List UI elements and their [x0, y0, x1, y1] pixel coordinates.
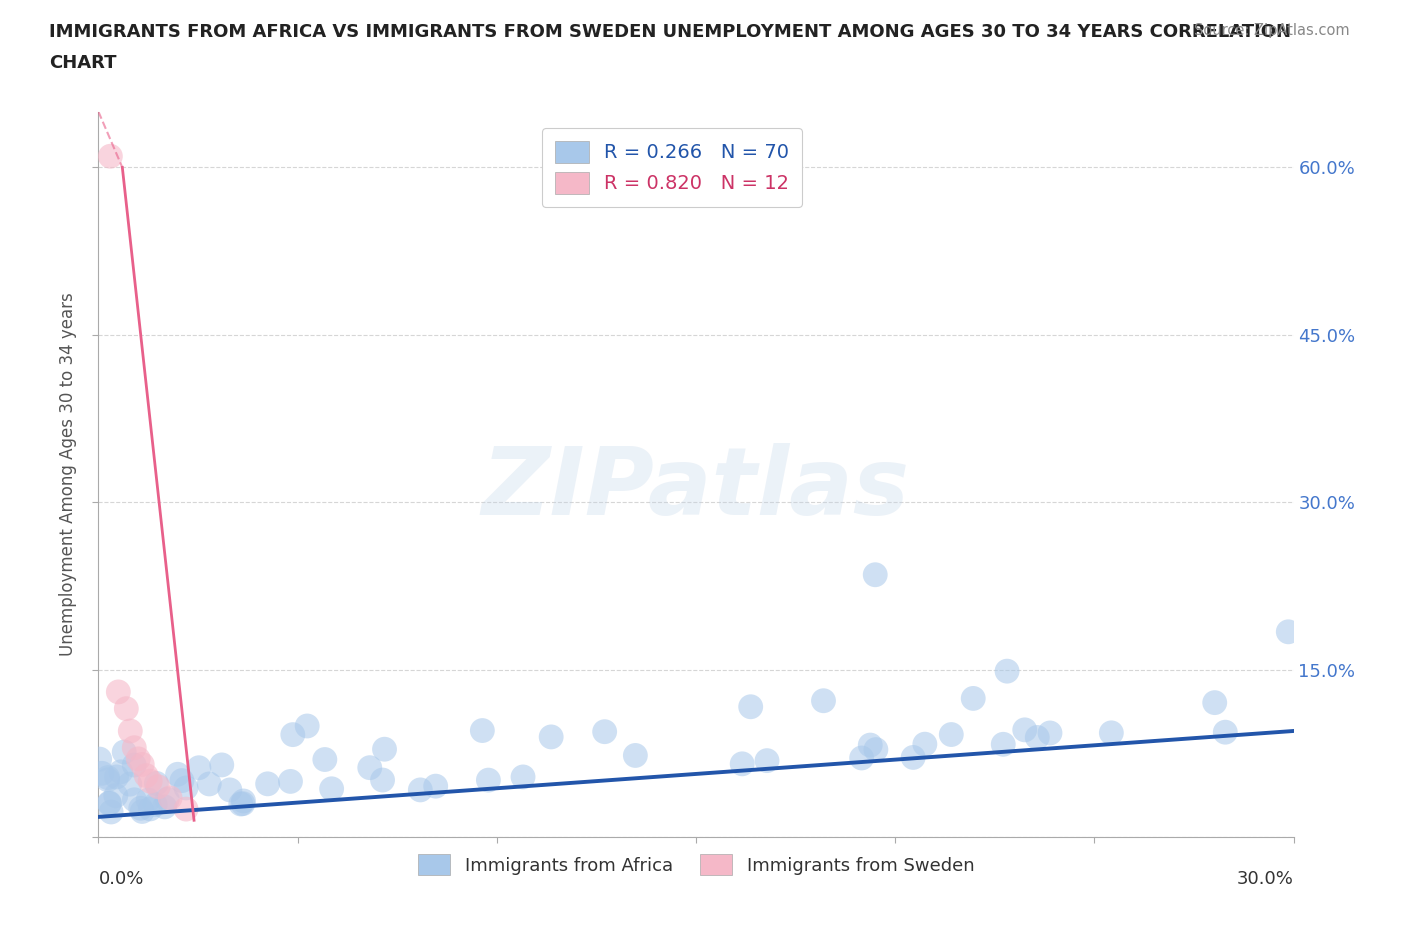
- Point: [295, 719, 318, 734]
- Point: [110, 764, 132, 779]
- Point: [115, 701, 138, 716]
- Point: [145, 776, 167, 790]
- Point: [156, 791, 179, 806]
- Point: [914, 737, 936, 751]
- Point: [89, 751, 111, 766]
- Point: [731, 756, 754, 771]
- Point: [104, 789, 127, 804]
- Point: [139, 774, 162, 789]
- Point: [256, 777, 278, 791]
- Point: [159, 790, 181, 805]
- Point: [153, 800, 176, 815]
- Point: [124, 792, 146, 807]
- Point: [139, 802, 162, 817]
- Point: [97, 770, 120, 785]
- Text: 30.0%: 30.0%: [1237, 870, 1294, 887]
- Point: [100, 804, 122, 819]
- Point: [280, 774, 302, 789]
- Point: [174, 802, 197, 817]
- Point: [198, 777, 221, 791]
- Point: [143, 797, 166, 812]
- Point: [1204, 696, 1226, 711]
- Point: [135, 768, 157, 783]
- Point: [229, 797, 252, 812]
- Point: [174, 780, 197, 795]
- Point: [1277, 624, 1299, 639]
- Point: [995, 664, 1018, 679]
- Point: [187, 761, 209, 776]
- Point: [409, 782, 432, 797]
- Point: [98, 795, 121, 810]
- Point: [359, 760, 381, 775]
- Point: [512, 769, 534, 784]
- Point: [941, 727, 963, 742]
- Point: [211, 757, 233, 772]
- Point: [859, 737, 882, 752]
- Text: Source: ZipAtlas.com: Source: ZipAtlas.com: [1194, 23, 1350, 38]
- Point: [865, 742, 887, 757]
- Point: [314, 752, 336, 767]
- Point: [1099, 725, 1122, 740]
- Point: [166, 767, 188, 782]
- Point: [136, 792, 159, 807]
- Point: [281, 727, 304, 742]
- Point: [131, 757, 153, 772]
- Point: [1213, 724, 1236, 739]
- Point: [148, 779, 170, 794]
- Point: [98, 149, 122, 164]
- Point: [129, 801, 152, 816]
- Point: [865, 567, 887, 582]
- Point: [425, 778, 447, 793]
- Point: [1014, 723, 1036, 737]
- Point: [962, 691, 984, 706]
- Point: [371, 773, 394, 788]
- Text: IMMIGRANTS FROM AFRICA VS IMMIGRANTS FROM SWEDEN UNEMPLOYMENT AMONG AGES 30 TO 3: IMMIGRANTS FROM AFRICA VS IMMIGRANTS FRO…: [49, 23, 1291, 41]
- Point: [373, 742, 395, 757]
- Point: [124, 740, 146, 755]
- Point: [624, 748, 647, 763]
- Point: [477, 773, 499, 788]
- Point: [813, 693, 835, 708]
- Point: [107, 684, 129, 699]
- Point: [112, 745, 135, 760]
- Point: [1026, 730, 1049, 745]
- Point: [127, 751, 149, 766]
- Point: [118, 777, 141, 791]
- Legend: Immigrants from Africa, Immigrants from Sweden: Immigrants from Africa, Immigrants from …: [411, 847, 981, 883]
- Point: [170, 773, 193, 788]
- Point: [321, 781, 343, 796]
- Text: 0.0%: 0.0%: [98, 870, 143, 887]
- Point: [1039, 725, 1062, 740]
- Y-axis label: Unemployment Among Ages 30 to 34 years: Unemployment Among Ages 30 to 34 years: [59, 292, 77, 657]
- Point: [218, 782, 240, 797]
- Point: [131, 804, 153, 819]
- Point: [756, 753, 779, 768]
- Point: [740, 699, 762, 714]
- Point: [540, 729, 562, 744]
- Point: [120, 724, 142, 738]
- Point: [98, 796, 121, 811]
- Point: [851, 751, 873, 765]
- Point: [90, 765, 112, 780]
- Point: [105, 769, 128, 784]
- Point: [232, 793, 254, 808]
- Point: [471, 724, 494, 738]
- Point: [232, 796, 254, 811]
- Point: [122, 758, 145, 773]
- Point: [901, 750, 924, 764]
- Text: CHART: CHART: [49, 54, 117, 72]
- Point: [593, 724, 616, 739]
- Point: [993, 737, 1015, 751]
- Point: [97, 772, 120, 787]
- Text: ZIPatlas: ZIPatlas: [482, 443, 910, 535]
